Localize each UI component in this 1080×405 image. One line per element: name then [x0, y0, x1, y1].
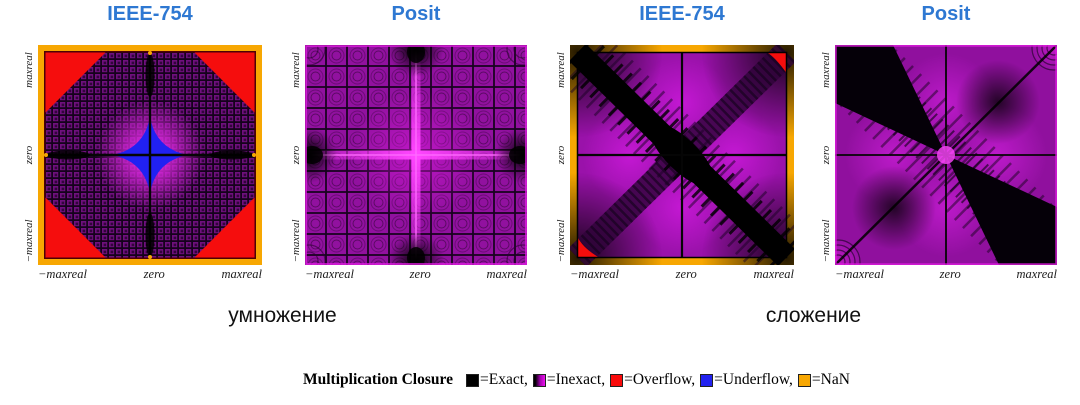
x-axis-labels: −maxreal zero maxreal: [38, 267, 262, 283]
y-axis-labels: maxreal zero −maxreal: [22, 45, 36, 265]
y-axis-labels: maxreal zero −maxreal: [554, 45, 568, 265]
x-tick-zero: zero: [143, 267, 165, 281]
x-tick-neg-maxreal: −maxreal: [38, 267, 87, 281]
x-tick-neg-maxreal: −maxreal: [570, 267, 619, 281]
legend-swatch-exact: [465, 373, 479, 387]
x-tick-maxreal: maxreal: [1016, 267, 1057, 281]
y-axis-labels: maxreal zero −maxreal: [819, 45, 833, 265]
x-tick-maxreal: maxreal: [486, 267, 527, 281]
y-tick-maxreal: maxreal: [555, 52, 567, 88]
x-tick-zero: zero: [409, 267, 431, 281]
legend-label-underflow: =Underflow,: [714, 371, 793, 388]
x-axis-labels: −maxreal zero maxreal: [305, 267, 527, 283]
panel-title-posit-addition: Posit: [921, 3, 971, 25]
y-tick-neg-maxreal: −maxreal: [290, 219, 302, 263]
y-axis-labels: maxreal zero −maxreal: [289, 45, 303, 265]
x-tick-neg-maxreal: −maxreal: [305, 267, 354, 281]
y-tick-neg-maxreal: −maxreal: [820, 219, 832, 263]
legend-item-inexact: =Inexact,: [532, 371, 606, 389]
legend-label-exact: =Exact,: [479, 371, 528, 388]
legend-label-nan: =NaN: [811, 371, 850, 388]
y-tick-maxreal: maxreal: [820, 52, 832, 88]
legend-swatch-inexact: [532, 373, 546, 387]
legend-swatch-underflow: [700, 373, 714, 387]
heatmap-posit-addition: [835, 45, 1057, 265]
x-tick-neg-maxreal: −maxreal: [835, 267, 884, 281]
panel-title-ieee754-addition: IEEE-754: [639, 3, 725, 25]
heatmap-ieee754-multiplication: [38, 45, 262, 265]
panel-title-posit-multiplication: Posit: [391, 3, 441, 25]
x-tick-zero: zero: [675, 267, 697, 281]
y-tick-maxreal: maxreal: [23, 52, 35, 88]
legend-label-overflow: =Overflow,: [624, 371, 696, 388]
legend-label-inexact: =Inexact,: [546, 371, 606, 388]
legend-title: Multiplication Closure: [303, 371, 453, 388]
legend-item-underflow: =Underflow,: [700, 371, 793, 389]
y-tick-zero: zero: [555, 145, 567, 165]
caption-multiplication: умножение: [228, 304, 337, 327]
legend-item-overflow: =Overflow,: [610, 371, 695, 389]
legend-item-nan: =NaN: [797, 371, 850, 389]
legend-item-exact: =Exact,: [465, 371, 528, 389]
y-tick-zero: zero: [820, 145, 832, 165]
y-tick-maxreal: maxreal: [290, 52, 302, 88]
heatmap-posit-multiplication: [305, 45, 527, 265]
legend: Multiplication Closure =Exact, =Inexact,…: [303, 371, 855, 389]
x-tick-maxreal: maxreal: [221, 267, 262, 281]
caption-addition: сложение: [765, 304, 862, 327]
x-tick-maxreal: maxreal: [753, 267, 794, 281]
x-axis-labels: −maxreal zero maxreal: [835, 267, 1057, 283]
heatmap-ieee754-addition: [570, 45, 794, 265]
y-tick-zero: zero: [23, 145, 35, 165]
panel-title-ieee754-multiplication: IEEE-754: [107, 3, 193, 25]
legend-swatch-overflow: [610, 373, 624, 387]
y-tick-zero: zero: [290, 145, 302, 165]
x-axis-labels: −maxreal zero maxreal: [570, 267, 794, 283]
y-tick-neg-maxreal: −maxreal: [555, 219, 567, 263]
y-tick-neg-maxreal: −maxreal: [23, 219, 35, 263]
x-tick-zero: zero: [939, 267, 961, 281]
legend-swatch-nan: [797, 373, 811, 387]
